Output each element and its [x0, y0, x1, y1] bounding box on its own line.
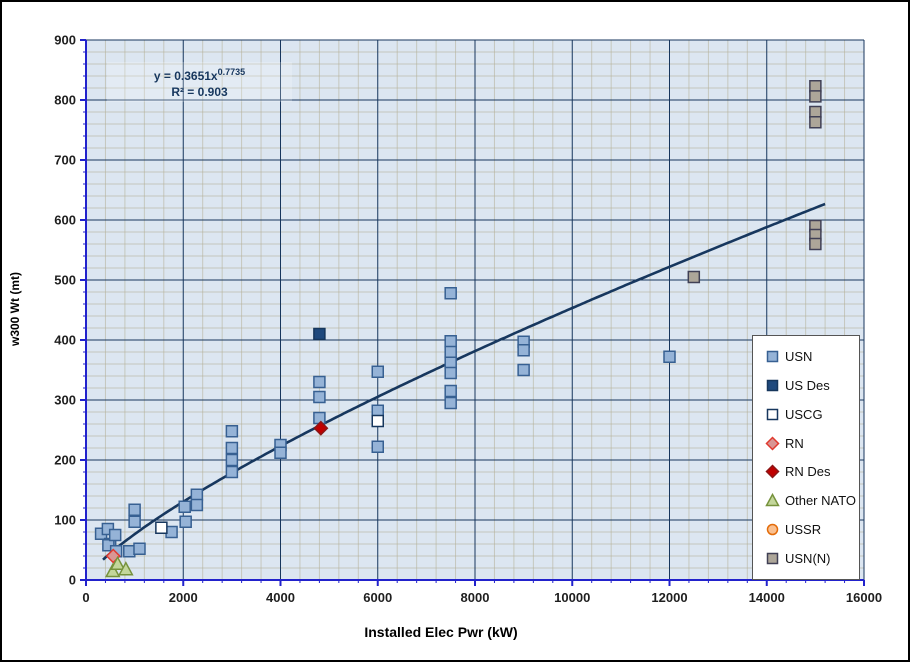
legend-label: RN	[785, 435, 804, 451]
data-point-usn	[313, 375, 326, 389]
data-point-usn	[371, 365, 384, 379]
data-point-usn	[517, 343, 530, 357]
legend-label: Other NATO	[785, 493, 857, 509]
data-point-usn	[444, 345, 457, 359]
data-point-usn	[444, 384, 457, 398]
data-point-usn	[313, 411, 326, 425]
triangle-marker-icon	[765, 493, 780, 507]
data-point-usn	[444, 366, 457, 380]
data-point-rn-des	[313, 420, 329, 436]
legend-item-rn: RN	[765, 436, 859, 451]
legend-label: USCG	[785, 406, 823, 422]
x-axis-title: Installed Elec Pwr (kW)	[364, 624, 518, 640]
square-marker-icon	[766, 379, 779, 392]
y-tick-label: 700	[54, 153, 76, 168]
x-tick-label: 8000	[461, 590, 490, 605]
trendline	[102, 202, 826, 561]
data-point-usn	[517, 363, 530, 377]
x-tick-label: 16000	[846, 590, 882, 605]
legend-label: US Des	[785, 377, 830, 393]
data-point-usn	[371, 404, 384, 418]
chart-legend: USN US Des USCG RN RN Des Other NATO USSR USN(N…	[752, 335, 860, 580]
data-point-usn	[444, 396, 457, 410]
data-point-usn	[225, 453, 239, 467]
legend-item-usn: USN	[765, 349, 859, 364]
data-point-usn	[190, 498, 204, 512]
circle-marker-icon	[766, 523, 779, 536]
data-point-usn	[444, 286, 457, 300]
x-tick-label: 14000	[749, 590, 785, 605]
square-marker-icon	[766, 350, 779, 363]
y-tick-label: 900	[54, 33, 76, 48]
data-point-usn	[179, 515, 192, 529]
trendline-equation: y = 0.3651x0.7735 R² = 0.903	[107, 62, 292, 102]
x-tick-label: 2000	[169, 590, 198, 605]
data-point-usn	[128, 515, 141, 529]
data-point-usn	[225, 465, 239, 479]
data-point-uscg	[371, 414, 384, 428]
legend-label: USSR	[785, 522, 822, 538]
data-point-usn	[123, 544, 136, 558]
data-point-usn-n-	[809, 79, 822, 93]
data-point-uscg	[155, 521, 168, 535]
data-point-usn-n-	[687, 270, 701, 284]
data-point-other-nato	[109, 555, 126, 571]
data-point-usn-n-	[809, 105, 822, 119]
equation-exponent: 0.7735	[217, 67, 246, 77]
data-point-usn	[225, 441, 239, 455]
y-tick-label: 200	[54, 453, 76, 468]
x-tick-label: 6000	[363, 590, 392, 605]
y-axis-title: w300 Wt (mt)	[8, 272, 22, 347]
data-point-usn	[444, 334, 457, 348]
y-tick-label: 500	[54, 273, 76, 288]
x-tick-label: 4000	[266, 590, 295, 605]
data-point-usn	[165, 525, 178, 539]
x-tick-label: 12000	[651, 590, 687, 605]
data-point-usn-n-	[809, 90, 822, 103]
data-point-usn	[313, 390, 326, 404]
data-point-usn	[225, 424, 239, 438]
data-point-usn	[190, 488, 204, 502]
r-squared-line: R² = 0.903	[171, 85, 228, 99]
legend-label: USN	[785, 348, 813, 364]
data-point-us-des	[313, 327, 326, 341]
legend-item-uscg: USCG	[765, 407, 859, 422]
square-marker-icon	[766, 408, 779, 420]
data-point-usn	[444, 356, 457, 370]
data-point-other-nato	[118, 561, 134, 576]
diamond-marker-icon	[765, 464, 780, 479]
x-tick-label: 10000	[554, 590, 590, 605]
legend-item-us-des: US Des	[765, 378, 859, 393]
data-point-usn	[133, 542, 146, 556]
y-tick-label: 600	[54, 213, 76, 228]
data-point-usn-n-	[809, 115, 822, 129]
data-point-usn	[371, 440, 384, 454]
data-point-usn	[128, 503, 141, 517]
x-tick-label: 0	[82, 590, 89, 605]
y-tick-label: 100	[54, 513, 76, 528]
y-tick-label: 0	[69, 573, 76, 588]
y-tick-label: 800	[54, 93, 76, 108]
legend-item-rn-des: RN Des	[765, 464, 859, 479]
legend-item-usn-n-: USN(N)	[765, 551, 859, 566]
legend-label: RN Des	[785, 464, 831, 480]
data-point-usn	[663, 350, 676, 364]
y-tick-label: 300	[54, 393, 76, 408]
square-marker-icon	[766, 552, 779, 565]
diamond-marker-icon	[765, 436, 780, 451]
legend-item-ussr: USSR	[765, 522, 859, 537]
data-point-usn	[274, 446, 287, 460]
data-point-other-nato	[104, 562, 121, 578]
data-point-usn-n-	[809, 237, 822, 251]
equation-line: y = 0.3651x0.7735	[153, 67, 246, 83]
data-point-usn	[108, 528, 122, 542]
y-tick-label: 400	[54, 333, 76, 348]
data-point-usn	[178, 500, 191, 514]
legend-item-other-nato: Other NATO	[765, 493, 859, 508]
legend-label: USN(N)	[785, 551, 831, 567]
